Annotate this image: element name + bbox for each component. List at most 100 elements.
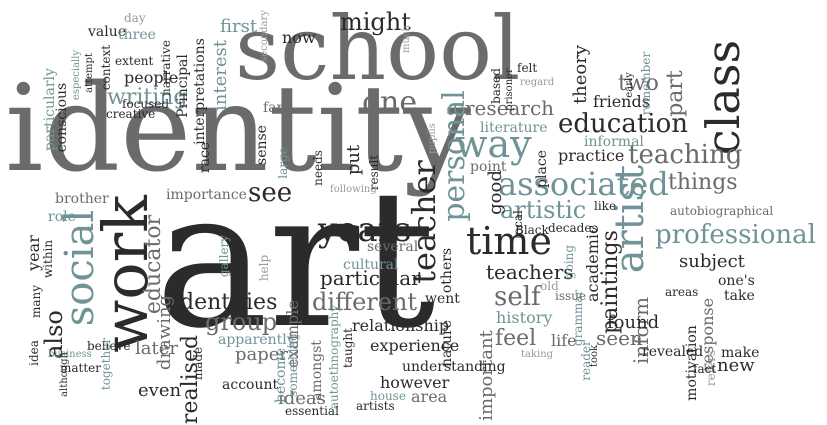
word-associated: associated [498, 165, 669, 203]
word-relationship: relationship [352, 316, 450, 335]
word-extent: extent [115, 54, 154, 68]
word-people: people [124, 68, 179, 87]
word-school: school [235, 0, 521, 100]
word-amongst: amongst [308, 340, 325, 401]
word-years: years [318, 210, 412, 250]
word-narrative: narrative [159, 39, 174, 97]
word-went: went [425, 291, 460, 307]
word-one-s: one's [718, 273, 755, 289]
word-regard: regard [520, 77, 555, 88]
word-within: within [41, 239, 56, 279]
word-take: take [724, 288, 755, 304]
word-value: value [88, 24, 127, 40]
word-race: race [197, 141, 214, 174]
word-understanding: understanding [402, 359, 506, 375]
word-believe: believe [87, 339, 131, 353]
word-far: far [263, 100, 284, 116]
word-many: many [29, 284, 44, 319]
word-nature: nature [438, 320, 455, 367]
word-taught: taught [340, 328, 355, 368]
word-professional: professional [655, 220, 816, 250]
word-cultural: cultural [343, 257, 399, 273]
word-business: business [48, 349, 92, 360]
word-time: time [466, 219, 552, 263]
word-following: following [330, 184, 377, 195]
word-history: history [496, 308, 553, 327]
word-even: even [138, 380, 182, 401]
word-class: class [696, 39, 751, 156]
word-subject: subject [679, 251, 745, 272]
word-teachers: teachers [486, 260, 574, 284]
word-artistic: artistic [500, 196, 587, 224]
word-attempt: attempt [83, 53, 95, 93]
word-literature: literature [480, 120, 548, 136]
word-area: area [411, 387, 448, 406]
word-part: part [662, 70, 688, 117]
word-two: two [618, 71, 659, 96]
word-took: took [589, 344, 601, 368]
word-academic: academic [583, 225, 602, 302]
word-essential: essential [285, 404, 339, 418]
word-idea: idea [26, 340, 41, 366]
word-old: old [540, 279, 559, 293]
word-experience: experience [370, 336, 460, 355]
word-life: life [551, 331, 577, 350]
word-much: much [400, 25, 412, 53]
word-made: made [191, 346, 206, 381]
word-revealed: revealed [642, 344, 704, 360]
word-way: way [455, 122, 532, 166]
word-paper: paper [235, 344, 289, 365]
word-felt: felt [517, 61, 538, 75]
word-creative: creative [106, 107, 156, 121]
word-sense: sense [253, 125, 270, 165]
word-black: Black [515, 223, 549, 237]
word-house: house [370, 389, 406, 403]
word-art: art [155, 149, 436, 370]
word-together: together [99, 337, 114, 391]
word-gallery: gallery [217, 234, 232, 278]
word-theory: theory [570, 44, 592, 105]
word-later: later [135, 338, 178, 359]
word-remember: remember [639, 51, 654, 116]
word-now: now [282, 28, 316, 47]
word-put: put [343, 144, 365, 176]
word-matter: matter [60, 361, 102, 375]
word-however: however [380, 373, 450, 392]
word-informal: informal [584, 134, 644, 150]
word-pupils: pupils [426, 123, 438, 154]
word-identities: identities [173, 290, 278, 315]
word-account: account [222, 377, 279, 393]
word-seen: seen [596, 326, 643, 350]
word-like: like [594, 199, 617, 213]
word-group: group [205, 308, 278, 336]
word-different: different [312, 288, 418, 316]
word-things: things [668, 170, 738, 195]
word-make: make [721, 345, 760, 361]
word-might: might [340, 8, 411, 36]
word-grammar: grammar [571, 289, 586, 347]
word-something: something [285, 333, 300, 397]
word-secondary: secondary [258, 10, 270, 62]
word-others: others [439, 247, 456, 294]
word-issue: issue [555, 289, 586, 303]
word-role: role [48, 209, 76, 225]
word-important: important [475, 330, 497, 421]
word-brother: brother [55, 191, 109, 207]
word-going: going [562, 244, 577, 280]
word-identity: identity [5, 60, 472, 199]
word-interest: interest [209, 40, 231, 111]
word-three: three [118, 27, 156, 43]
word-importance: importance [166, 187, 247, 203]
word-taking: taking [521, 349, 554, 360]
word-autobiographical: autobiographical [670, 204, 774, 218]
word-apparently: apparently [218, 332, 295, 348]
word-based: based [488, 68, 503, 104]
word-see: see [248, 178, 293, 208]
word-several: several [367, 239, 419, 255]
word-new: new [717, 355, 755, 376]
word-place: place [533, 150, 550, 188]
word-one: one [362, 85, 418, 120]
word-ideas: ideas [278, 388, 326, 409]
word-social: social [57, 209, 104, 327]
word-decades: decades [548, 221, 598, 235]
